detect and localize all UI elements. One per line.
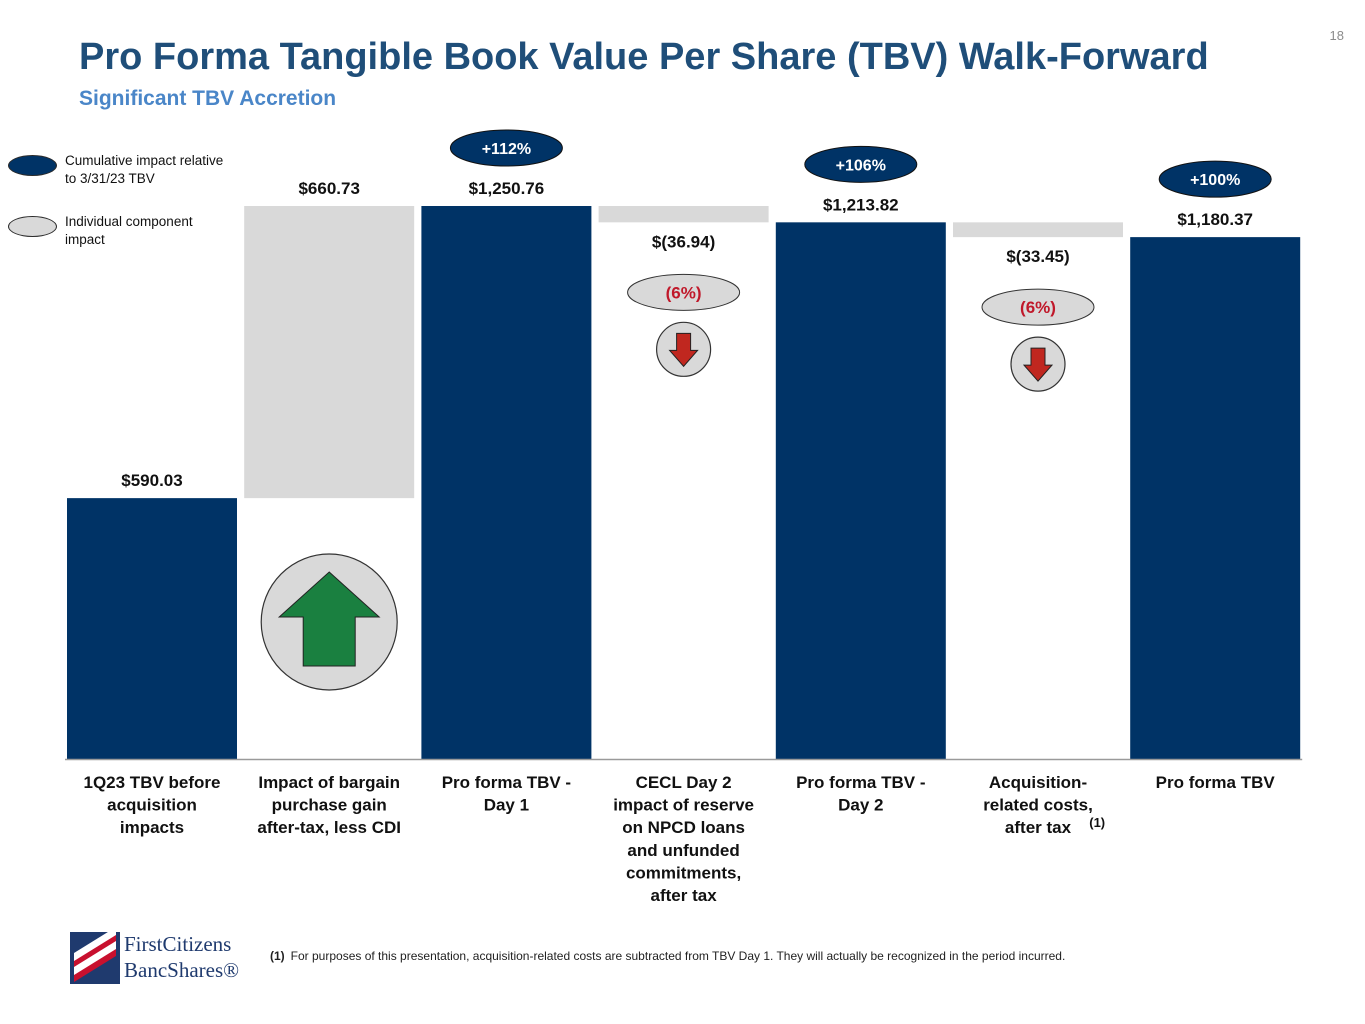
bar-7 <box>1130 237 1301 760</box>
category-label-4-line-5: commitments, <box>626 863 741 882</box>
footnote: (1) For purposes of this presentation, ac… <box>270 949 1065 963</box>
category-label-6-line-1: Acquisition- <box>989 773 1087 792</box>
arrow-down-icon-4 <box>655 321 712 377</box>
category-label-4-line-4: and unfunded <box>627 841 739 860</box>
category-label-3-line-1: Pro forma TBV - <box>442 773 571 792</box>
category-label-4-line-1: CECL Day 2 <box>636 773 732 792</box>
bar-5 <box>775 222 946 759</box>
legend-swatch-cumulative <box>8 155 57 176</box>
svg-text:(6%): (6%) <box>1020 298 1056 317</box>
category-label-2-line-2: purchase gain <box>272 796 387 815</box>
bar-1 <box>67 498 237 759</box>
bar-value-label-2: $660.73 <box>298 179 359 198</box>
page-number: 18 <box>1329 28 1344 43</box>
logo-text-first-citizens: FirstCitizens <box>124 932 232 956</box>
category-label-3-line-2: Day 1 <box>484 796 529 815</box>
svg-text:+100%: +100% <box>1190 172 1240 189</box>
svg-text:+106%: +106% <box>836 157 886 174</box>
bar-value-label-6: $(33.45) <box>1006 247 1069 266</box>
first-citizens-logo: FirstCitizens BancShares® <box>70 927 260 990</box>
logo-text-bancshares: BancShares® <box>124 958 240 982</box>
category-label-5-line-1: Pro forma TBV - <box>796 773 925 792</box>
category-label-1-line-2: acquisition <box>107 796 197 815</box>
category-label-7-line-1: Pro forma TBV <box>1156 773 1276 792</box>
flag-logo-icon <box>70 927 120 984</box>
bar-value-label-3: $1,250.76 <box>469 179 545 198</box>
legend-label-cumulative: Cumulative impact relative to 3/31/23 TB… <box>65 153 224 186</box>
bar-value-label-7: $1,180.37 <box>1177 210 1253 229</box>
legend-swatch-component <box>8 216 57 237</box>
category-label-1-line-1: 1Q23 TBV before <box>84 773 221 792</box>
arrow-down-icon-6 <box>1010 336 1066 392</box>
category-label-6-line-3: after tax <box>1005 818 1072 837</box>
bar-value-label-4: $(36.94) <box>652 232 715 251</box>
category-label-6-line-2: related costs, <box>983 796 1093 815</box>
pct-badge-3: +112% <box>449 129 563 167</box>
pct-badge-7: +100% <box>1158 160 1272 198</box>
bar-2 <box>244 206 415 499</box>
bar-value-label-1: $590.03 <box>121 471 182 490</box>
svg-text:+112%: +112% <box>482 141 531 158</box>
category-superscript-6: (1) <box>1089 815 1105 830</box>
pct-badge-5: +106% <box>804 145 918 183</box>
legend-item-component: Individual component impact <box>8 213 225 249</box>
category-label-4-line-6: after tax <box>651 886 718 905</box>
bar-3 <box>421 206 592 759</box>
legend-label-component: Individual component impact <box>65 214 193 247</box>
svg-text:(6%): (6%) <box>666 283 702 302</box>
bar-value-label-5: $1,213.82 <box>823 195 899 214</box>
footnote-text: For purposes of this presentation, acqui… <box>290 949 1066 963</box>
category-label-4-line-2: impact of reserve <box>613 796 754 815</box>
category-label-2-line-1: Impact of bargain <box>258 773 400 792</box>
category-label-5-line-2: Day 2 <box>838 796 883 815</box>
arrow-up-icon <box>260 553 398 691</box>
pct-bubble-4: (6%) <box>627 273 741 311</box>
category-label-4-line-3: on NPCD loans <box>622 818 745 837</box>
page-subtitle: Significant TBV Accretion <box>79 87 337 110</box>
pct-bubble-6: (6%) <box>981 288 1095 326</box>
bar-6 <box>953 222 1123 238</box>
page-title: Pro Forma Tangible Book Value Per Share … <box>79 36 1209 78</box>
legend-item-cumulative: Cumulative impact relative to 3/31/23 TB… <box>8 152 225 188</box>
footnote-marker: (1) <box>270 949 285 963</box>
category-label-1-line-3: impacts <box>120 818 184 837</box>
category-label-2-line-3: after-tax, less CDI <box>257 818 401 837</box>
bar-4 <box>598 206 769 223</box>
